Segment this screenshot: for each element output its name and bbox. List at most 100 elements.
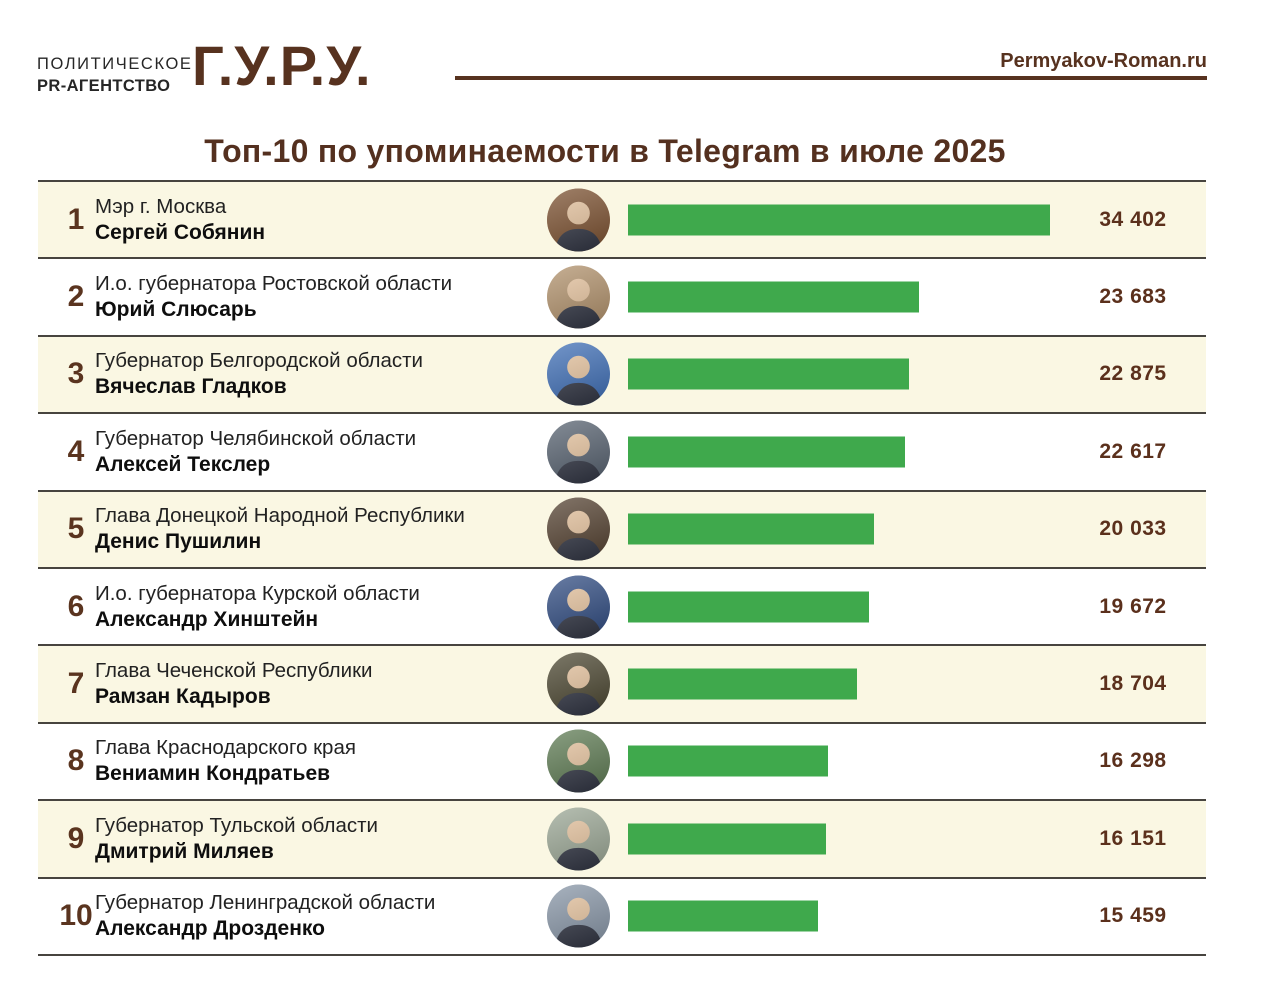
- person-silhouette-head: [567, 588, 590, 612]
- site-link[interactable]: Permyakov-Roman.ru: [1000, 50, 1207, 72]
- ranking-row: 3 Губернатор Белгородской области Вячесл…: [38, 334, 1206, 413]
- person-info: И.о. губернатора Ростовской области Юрий…: [95, 271, 535, 323]
- ranking-row: 1 Мэр г. Москва Сергей Собянин 34 402: [38, 180, 1206, 258]
- rank-number: 8: [67, 744, 85, 778]
- mention-count: 23 683: [1099, 285, 1167, 309]
- person-name: Вениамин Кондратьев: [95, 762, 331, 786]
- person-photo: [547, 807, 610, 871]
- mention-count: 16 151: [1099, 826, 1167, 850]
- person-silhouette-head: [567, 897, 590, 921]
- mention-count: 20 033: [1099, 517, 1167, 541]
- person-photo: [547, 265, 610, 329]
- ranking-row: 7 Глава Чеченской Республики Рамзан Кады…: [38, 644, 1206, 722]
- person-info: Мэр г. Москва Сергей Собянин: [95, 194, 535, 246]
- person-silhouette-head: [567, 820, 590, 844]
- person-info: Губернатор Белгородской области Вячеслав…: [95, 348, 535, 400]
- person-name: Александр Хинштейн: [95, 607, 319, 631]
- person-silhouette-body: [554, 692, 603, 716]
- rank-number: 4: [67, 434, 85, 468]
- person-info: Глава Краснодарского края Вениамин Кондр…: [95, 735, 535, 787]
- agency-label: ПОЛИТИЧЕСКОЕ PR-АГЕНТСТВО: [37, 54, 193, 97]
- person-info: Глава Чеченской Республики Рамзан Кадыро…: [95, 658, 535, 710]
- person-silhouette-body: [554, 770, 603, 793]
- ranking-row: 10 Губернатор Ленинградской области Алек…: [38, 876, 1206, 954]
- mention-bar: [628, 591, 870, 623]
- person-photo: [547, 652, 610, 716]
- person-photo: [547, 342, 610, 406]
- person-photo: [547, 420, 610, 484]
- person-photo: [547, 188, 610, 252]
- mention-count: 34 402: [1099, 207, 1167, 231]
- mention-bar: [628, 513, 874, 545]
- mention-bar: [628, 281, 919, 313]
- mention-bar: [628, 204, 1050, 236]
- person-name: Денис Пушилин: [95, 530, 262, 554]
- person-silhouette-body: [554, 305, 603, 329]
- person-silhouette-body: [554, 383, 603, 406]
- person-name: Вячеслав Гладков: [95, 375, 287, 399]
- position-title: Губернатор Ленинградской области: [95, 891, 436, 915]
- agency-label-line2: PR-АГЕНТСТВО: [37, 77, 171, 95]
- person-info: И.о. губернатора Курской области Алексан…: [95, 581, 535, 633]
- mention-count: 15 459: [1099, 904, 1167, 928]
- person-silhouette-head: [567, 278, 590, 302]
- header-divider-line: [455, 76, 1207, 80]
- rank-number: 2: [67, 280, 85, 314]
- position-title: Мэр г. Москва: [95, 194, 227, 218]
- person-name: Дмитрий Миляев: [95, 839, 274, 863]
- person-silhouette-body: [554, 538, 603, 561]
- mention-count: 19 672: [1099, 594, 1167, 618]
- person-silhouette-head: [567, 433, 590, 457]
- person-silhouette-head: [567, 201, 590, 225]
- person-info: Глава Донецкой Народной Республики Денис…: [95, 503, 535, 555]
- mention-bar: [628, 358, 909, 390]
- rank-number: 7: [67, 667, 85, 701]
- person-name: Алексей Текслер: [95, 452, 271, 476]
- position-title: Губернатор Тульской области: [95, 813, 378, 837]
- person-silhouette-body: [554, 925, 603, 948]
- person-silhouette-body: [554, 460, 603, 484]
- ranking-row: 6 И.о. губернатора Курской области Алекс…: [38, 566, 1206, 645]
- mention-bar: [628, 900, 818, 932]
- person-photo: [547, 575, 610, 639]
- rank-number: 10: [59, 899, 93, 933]
- person-silhouette-head: [567, 665, 590, 689]
- ranking-row: 5 Глава Донецкой Народной Республики Ден…: [38, 489, 1206, 567]
- position-title: Глава Донецкой Народной Республики: [95, 504, 465, 528]
- mention-bar: [628, 668, 858, 700]
- rank-number: 1: [67, 202, 85, 236]
- agency-label-line1: ПОЛИТИЧЕСКОЕ: [37, 55, 193, 73]
- rank-number: 5: [67, 512, 85, 546]
- mention-bar: [628, 745, 828, 777]
- position-title: Губернатор Челябинской области: [95, 426, 417, 450]
- person-info: Губернатор Тульской области Дмитрий Миля…: [95, 813, 535, 865]
- mention-bar: [628, 823, 827, 855]
- mention-count: 22 875: [1099, 362, 1167, 386]
- ranking-row: 9 Губернатор Тульской области Дмитрий Ми…: [38, 799, 1206, 877]
- person-photo: [547, 497, 610, 561]
- ranking-row: 2 И.о. губернатора Ростовской области Юр…: [38, 257, 1206, 335]
- person-name: Юрий Слюсарь: [95, 298, 257, 322]
- person-name: Рамзан Кадыров: [95, 685, 271, 709]
- person-silhouette-body: [554, 228, 603, 252]
- page-title: Топ-10 по упоминаемости в Telegram в июл…: [204, 133, 1006, 169]
- person-name: Сергей Собянин: [95, 220, 266, 244]
- person-photo: [547, 729, 610, 793]
- agency-logo: Г.У.Р.У.: [192, 34, 372, 97]
- rank-number: 9: [67, 821, 85, 855]
- mention-count: 22 617: [1099, 439, 1167, 463]
- position-title: Глава Чеченской Республики: [95, 659, 373, 683]
- person-name: Александр Дрозденко: [95, 917, 325, 941]
- position-title: Губернатор Белгородской области: [95, 349, 423, 373]
- rank-number: 6: [67, 589, 85, 623]
- position-title: И.о. губернатора Курской области: [95, 581, 420, 605]
- person-silhouette-head: [567, 356, 590, 379]
- ranking-row: 4 Губернатор Челябинской области Алексей…: [38, 412, 1206, 490]
- person-info: Губернатор Ленинградской области Алексан…: [95, 890, 535, 942]
- position-title: Глава Краснодарского края: [95, 736, 356, 760]
- mention-bar: [628, 436, 906, 468]
- rank-number: 3: [67, 357, 85, 391]
- position-title: И.о. губернатора Ростовской области: [95, 272, 453, 296]
- ranking-table: 1 Мэр г. Москва Сергей Собянин 34 402 2 …: [38, 180, 1206, 956]
